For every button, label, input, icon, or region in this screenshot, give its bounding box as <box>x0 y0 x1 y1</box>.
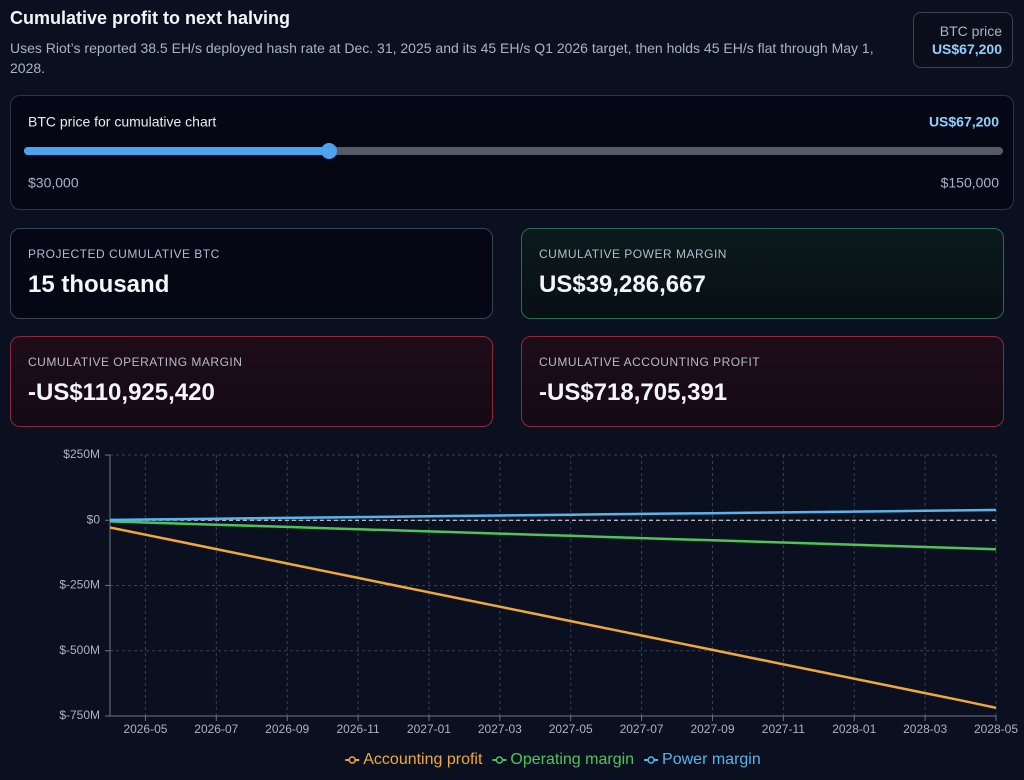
metric-label: Projected cumulative BTC <box>28 247 220 261</box>
metric-value: -US$110,925,420 <box>28 379 215 406</box>
slider-min: $30,000 <box>28 175 79 191</box>
series-line <box>109 526 997 710</box>
metric-card: Cumulative operating margin -US$110,925,4… <box>10 336 493 427</box>
x-tick-label: 2026-07 <box>194 722 238 736</box>
slider-panel: BTC price for cumulative chart US$67,200… <box>10 95 1014 210</box>
slider-max: $150,000 <box>941 175 1000 191</box>
metric-value: US$39,286,667 <box>539 271 706 298</box>
price-value: US$67,200 <box>931 41 1002 57</box>
legend-label: Power margin <box>662 751 761 768</box>
metric-label: Cumulative power margin <box>539 247 727 261</box>
x-tick-label: 2028-03 <box>903 722 947 736</box>
x-tick-label: 2027-01 <box>407 722 451 736</box>
x-tick-label: 2026-11 <box>337 722 380 736</box>
metric-label: Cumulative accounting profit <box>539 355 761 369</box>
slider-thumb[interactable] <box>321 143 338 159</box>
legend-label: Accounting profit <box>363 751 483 768</box>
metric-value: -US$718,705,391 <box>539 379 728 406</box>
metric-card: Cumulative accounting profit -US$718,705,… <box>521 336 1004 427</box>
legend-label: Operating margin <box>510 751 634 768</box>
x-tick-label: 2027-03 <box>478 722 522 736</box>
x-tick-label: 2027-05 <box>549 722 593 736</box>
x-tick-label: 2028-01 <box>832 722 876 736</box>
metric-value: 15 thousand <box>28 271 170 298</box>
legend-marker <box>348 756 356 764</box>
subtitle: Uses Riot’s reported 38.5 EH/s deployed … <box>10 40 874 76</box>
y-tick-label: $-500M <box>59 643 100 657</box>
y-tick-label: $-750M <box>59 708 100 722</box>
y-tick-label: $250M <box>63 447 100 461</box>
price-label: BTC price <box>939 23 1002 39</box>
legend-marker <box>495 756 504 764</box>
title: Cumulative profit to next halving <box>10 8 291 28</box>
price-badge: BTC price US$67,200 <box>913 12 1013 68</box>
slider[interactable]: BTC price for cumulative chart US$67,200… <box>11 96 1013 209</box>
chart: $-750M $-500M $-250M $0 $250M 2026-05 2026-07 2… <box>59 447 1018 768</box>
x-tick-label: 2027-07 <box>620 722 664 736</box>
x-tick-label: 2027-09 <box>690 722 734 736</box>
legend-marker <box>647 756 655 764</box>
x-tick-label: 2026-05 <box>123 722 167 736</box>
x-tick-label: 2027-11 <box>762 722 805 736</box>
y-tick-label: $-250M <box>59 578 100 592</box>
metric-card: Cumulative power margin US$39,286,667 <box>521 228 1004 319</box>
metric-card: Projected cumulative BTC 15 thousand <box>10 228 493 319</box>
slider-label: BTC price for cumulative chart <box>28 114 216 130</box>
y-tick-label: $0 <box>87 512 101 526</box>
legend: Accounting profit Operating margin Power m… <box>345 751 761 768</box>
x-tick-label: 2026-09 <box>265 722 309 736</box>
x-tick-label: 2028-05 <box>974 722 1018 736</box>
metric-label: Cumulative operating margin <box>28 355 243 369</box>
series-line <box>109 520 997 551</box>
series-line <box>109 508 997 522</box>
slider-value: US$67,200 <box>929 114 999 130</box>
